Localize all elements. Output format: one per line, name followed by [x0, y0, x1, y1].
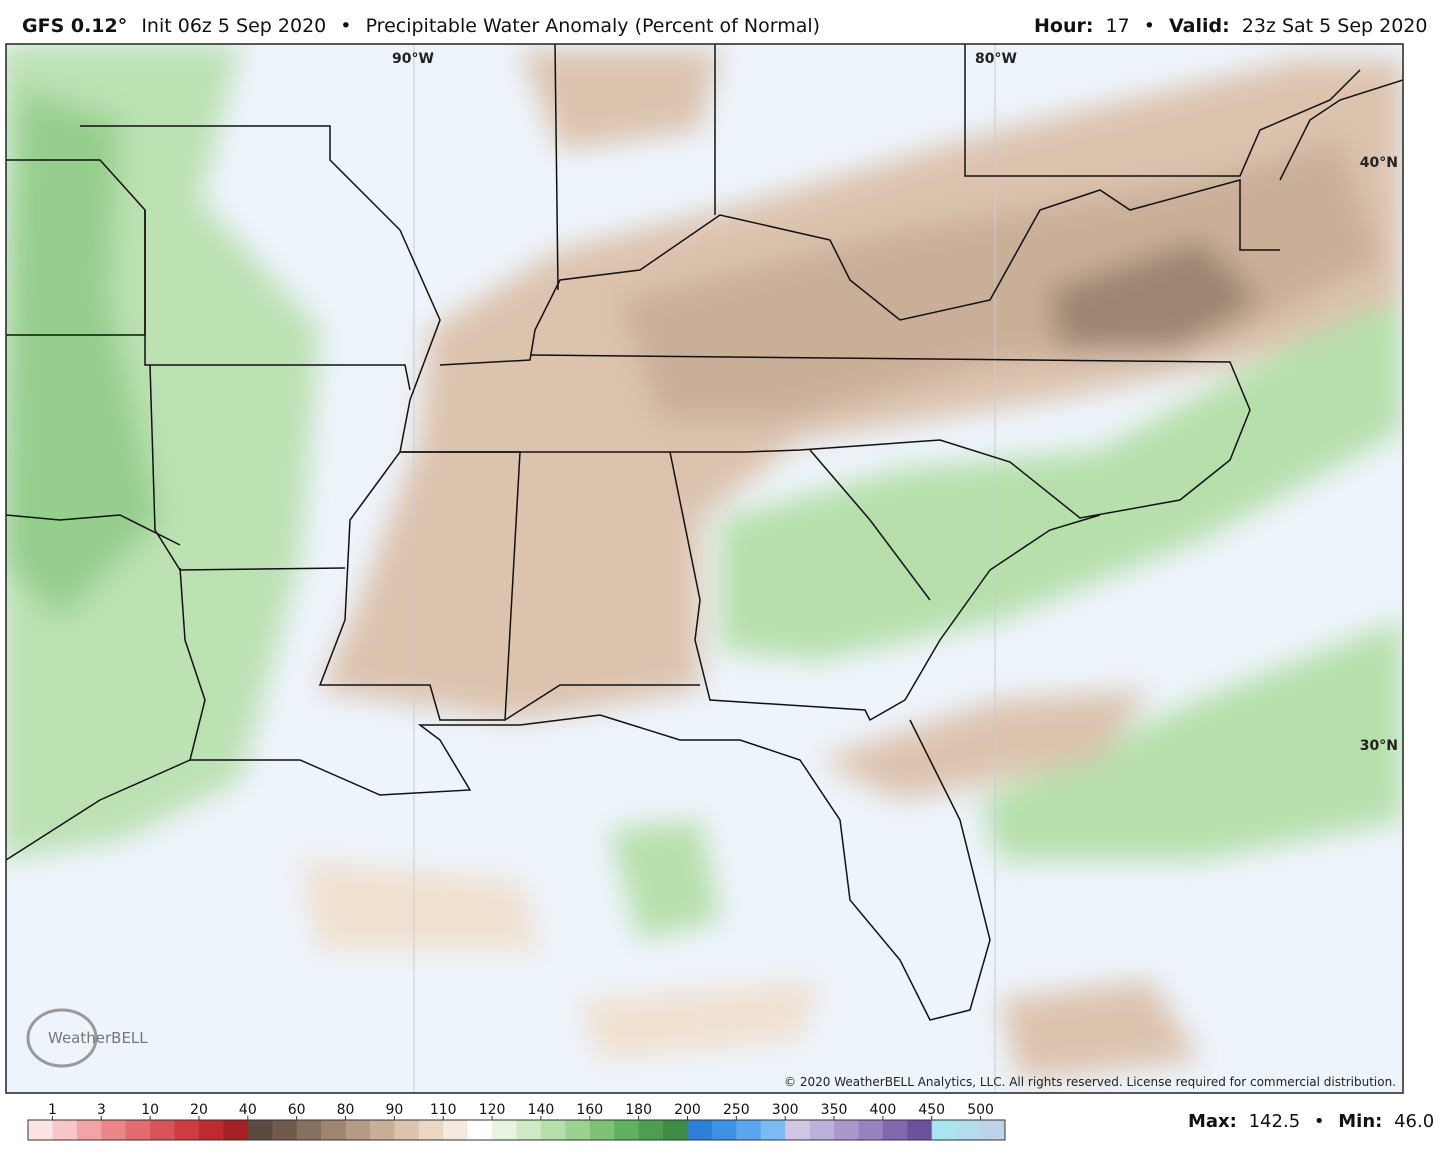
colorbar-label: 450: [918, 1102, 945, 1118]
colorbar-swatch: [907, 1120, 933, 1140]
colorbar-swatch: [223, 1120, 249, 1140]
colorbar-swatch: [174, 1120, 200, 1140]
colorbar-label: 250: [723, 1102, 750, 1118]
colorbar-label: 140: [528, 1102, 555, 1118]
colorbar-label: 300: [772, 1102, 799, 1118]
boundaries: [6, 44, 1403, 1021]
colorbar-swatch: [101, 1120, 127, 1140]
colorbar-label: 120: [479, 1102, 506, 1118]
colorbar-swatch: [125, 1120, 151, 1140]
colorbar-label: 160: [576, 1102, 603, 1118]
colorbar-swatch: [467, 1120, 493, 1140]
colorbar-swatch: [785, 1120, 811, 1140]
colorbar-swatch: [638, 1120, 664, 1140]
colorbar-swatch: [76, 1120, 102, 1140]
init: Init 06z 5 Sep 2020: [141, 15, 326, 37]
colorbar-swatch: [980, 1120, 1006, 1140]
colorbar-swatch: [614, 1120, 640, 1140]
colorbar-swatch: [760, 1120, 786, 1140]
max: 142.5: [1249, 1111, 1301, 1132]
colorbar-swatch: [198, 1120, 224, 1140]
colorbar-swatch: [492, 1120, 517, 1140]
colorbar-swatch: [687, 1120, 713, 1140]
colorbar-swatch: [369, 1120, 395, 1140]
product: Precipitable Water Anomaly (Percent of N…: [366, 15, 820, 37]
lon-label: 90°W: [392, 51, 434, 67]
colorbar-swatch: [931, 1120, 957, 1140]
colorbar-swatch: [711, 1120, 737, 1140]
anomaly-field: [6, 44, 1403, 1080]
colorbar-label: 200: [674, 1102, 701, 1118]
min: 46.0: [1394, 1111, 1434, 1132]
lat-label: 30°N: [1360, 738, 1398, 754]
logo: WeatherBELL: [48, 1029, 148, 1047]
colorbar-swatch: [663, 1120, 688, 1140]
separator: •: [1144, 15, 1155, 37]
colorbar-swatch: [834, 1120, 859, 1140]
colorbar-label: 80: [337, 1102, 355, 1118]
valid-label: Valid:: [1169, 15, 1230, 37]
map: 90°W 80°W 40°N 30°N WeatherBELL © 2020 W…: [6, 44, 1403, 1093]
colorbar-swatch: [516, 1120, 542, 1140]
separator: •: [340, 15, 351, 37]
colorbar-swatch: [736, 1120, 762, 1140]
lat-label: 40°N: [1360, 155, 1398, 171]
colorbar-swatch: [809, 1120, 835, 1140]
colorbar-swatch: [247, 1120, 273, 1140]
colorbar-label: 40: [239, 1102, 257, 1118]
colorbar-swatch: [272, 1120, 298, 1140]
valid: 23z Sat 5 Sep 2020: [1242, 15, 1428, 37]
valid-line: Hour: 17 • Valid: 23z Sat 5 Sep 2020: [1034, 15, 1427, 37]
colorbar: 1 3 10 20 40 60 80 90 110 120 140 160 180 200 250 300 35…: [27, 1102, 1006, 1141]
colorbar-label: 500: [967, 1102, 994, 1118]
colorbar-swatch: [28, 1120, 53, 1140]
colorbar-label: 400: [870, 1102, 897, 1118]
colorbar-label: 10: [141, 1102, 159, 1118]
max-min: Max: 142.5 • Min: 46.0: [1188, 1111, 1434, 1132]
colorbar-swatch: [858, 1120, 884, 1140]
colorbar-swatch: [540, 1120, 566, 1140]
header-line: GFS 0.12° Init 06z 5 Sep 2020 • Precipit…: [22, 15, 820, 37]
hour: 17: [1106, 15, 1130, 37]
colorbar-swatch: [589, 1120, 615, 1140]
colorbar-swatch: [394, 1120, 420, 1140]
colorbar-swatch: [345, 1120, 371, 1140]
colorbar-swatch: [443, 1120, 469, 1140]
colorbar-frame: [27, 1119, 1006, 1141]
map-frame: [5, 43, 1404, 1094]
lon-label: 80°W: [975, 51, 1017, 67]
min-label: Min:: [1338, 1111, 1382, 1132]
colorbar-label: 110: [430, 1102, 457, 1118]
separator: •: [1314, 1111, 1325, 1132]
colorbar-label: 3: [97, 1102, 106, 1118]
colorbar-label: 180: [625, 1102, 652, 1118]
colorbar-swatch: [296, 1120, 322, 1140]
copyright: © 2020 WeatherBELL Analytics, LLC. All r…: [784, 1075, 1396, 1089]
colorbar-label: 20: [190, 1102, 208, 1118]
logo-mark: [26, 1008, 98, 1068]
colorbar-swatch: [321, 1120, 347, 1140]
colorbar-swatch: [956, 1120, 982, 1140]
colorbar-label: 350: [821, 1102, 848, 1118]
model: GFS 0.12°: [22, 15, 127, 37]
hour-label: Hour:: [1034, 15, 1093, 37]
colorbar-swatch: [150, 1120, 176, 1140]
colorbar-label: 60: [288, 1102, 306, 1118]
colorbar-swatch: [52, 1120, 78, 1140]
colorbar-swatch: [882, 1120, 908, 1140]
colorbar-label: 1: [48, 1102, 57, 1118]
max-label: Max:: [1188, 1111, 1237, 1132]
colorbar-swatch: [418, 1120, 444, 1140]
colorbar-label: 90: [385, 1102, 403, 1118]
colorbar-swatch: [565, 1120, 591, 1140]
